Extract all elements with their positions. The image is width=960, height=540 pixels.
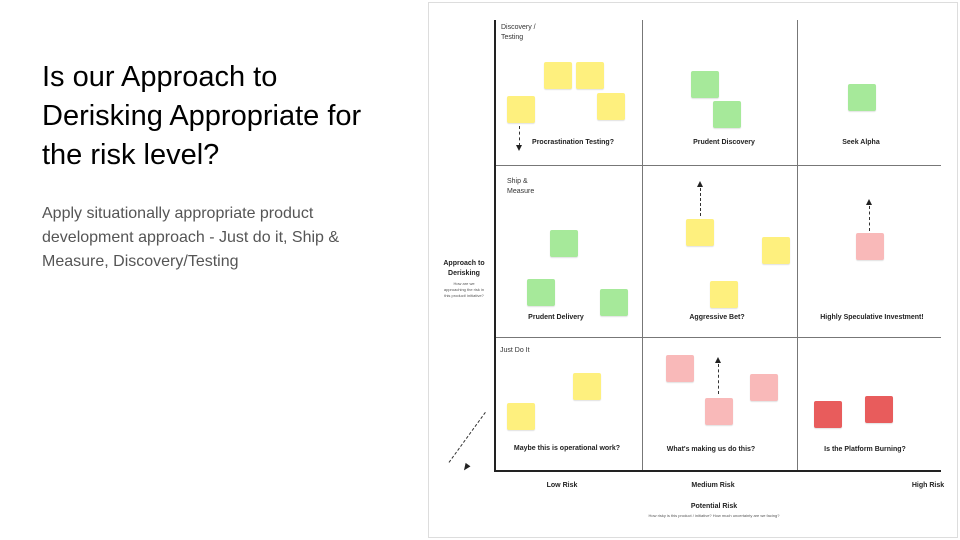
arrow-up-icon xyxy=(700,188,701,216)
cell-label: Maybe this is operational work? xyxy=(513,445,621,452)
sticky-note xyxy=(856,233,884,260)
sticky-note xyxy=(544,62,572,89)
arrowhead xyxy=(697,181,703,187)
sticky-note xyxy=(705,398,733,425)
sticky-note xyxy=(750,374,778,401)
sticky-note xyxy=(762,237,790,264)
y-axis-label: Approach to Derisking xyxy=(443,260,485,277)
cell-label: Aggressive Bet? xyxy=(689,314,745,321)
cell-label: Prudent Discovery xyxy=(693,139,755,146)
sticky-note xyxy=(600,289,628,316)
grid-divider xyxy=(496,165,941,166)
cell-label: Highly Speculative Investment! xyxy=(820,314,924,321)
sticky-note xyxy=(666,355,694,382)
cell-label: What's making us do this? xyxy=(666,446,756,453)
arrow-down-icon xyxy=(519,126,520,146)
cell-label: Prudent Delivery xyxy=(528,314,584,321)
sticky-note xyxy=(686,219,714,246)
sticky-note xyxy=(550,230,578,257)
sticky-note xyxy=(865,396,893,423)
sticky-note xyxy=(713,101,741,128)
arrowhead xyxy=(715,357,721,363)
x-tick-label: High Risk xyxy=(911,482,945,489)
arrow-up-icon xyxy=(718,364,719,394)
row-label: Just Do It xyxy=(500,347,530,354)
grid-divider xyxy=(642,20,643,470)
cell-label: Procrastination Testing? xyxy=(532,139,614,146)
arrow-up-icon xyxy=(869,206,870,231)
slide-title: Is our Approach to Derisking Appropriate… xyxy=(42,61,362,171)
sticky-note xyxy=(576,62,604,89)
arrowhead xyxy=(516,145,522,151)
sticky-note xyxy=(710,281,738,308)
x-axis-line xyxy=(494,470,941,472)
row-label: Ship & Measure xyxy=(507,178,535,195)
x-tick-label: Medium Risk xyxy=(691,482,735,489)
sticky-note xyxy=(573,373,601,400)
sticky-note xyxy=(814,401,842,428)
grid-divider xyxy=(797,20,798,470)
x-tick-label: Low Risk xyxy=(546,482,578,489)
arrowhead xyxy=(866,199,872,205)
sticky-note xyxy=(848,84,876,111)
cell-label: Seek Alpha xyxy=(842,139,880,146)
slide-subtitle: Apply situationally appropriate product … xyxy=(42,205,340,270)
row-label: Discovery / Testing xyxy=(501,24,536,41)
sticky-note xyxy=(527,279,555,306)
x-axis-question: How risky is this product / initiative? … xyxy=(648,513,780,518)
grid-divider xyxy=(496,337,941,338)
x-axis-label: Potential Risk xyxy=(690,503,738,510)
sticky-note xyxy=(507,403,535,430)
sticky-note xyxy=(691,71,719,98)
sticky-note xyxy=(597,93,625,120)
y-axis-line xyxy=(494,20,496,472)
y-axis-question: How are we approaching the risk in this … xyxy=(443,281,485,298)
cell-label: Is the Platform Burning? xyxy=(824,446,906,453)
sticky-note xyxy=(507,96,535,123)
